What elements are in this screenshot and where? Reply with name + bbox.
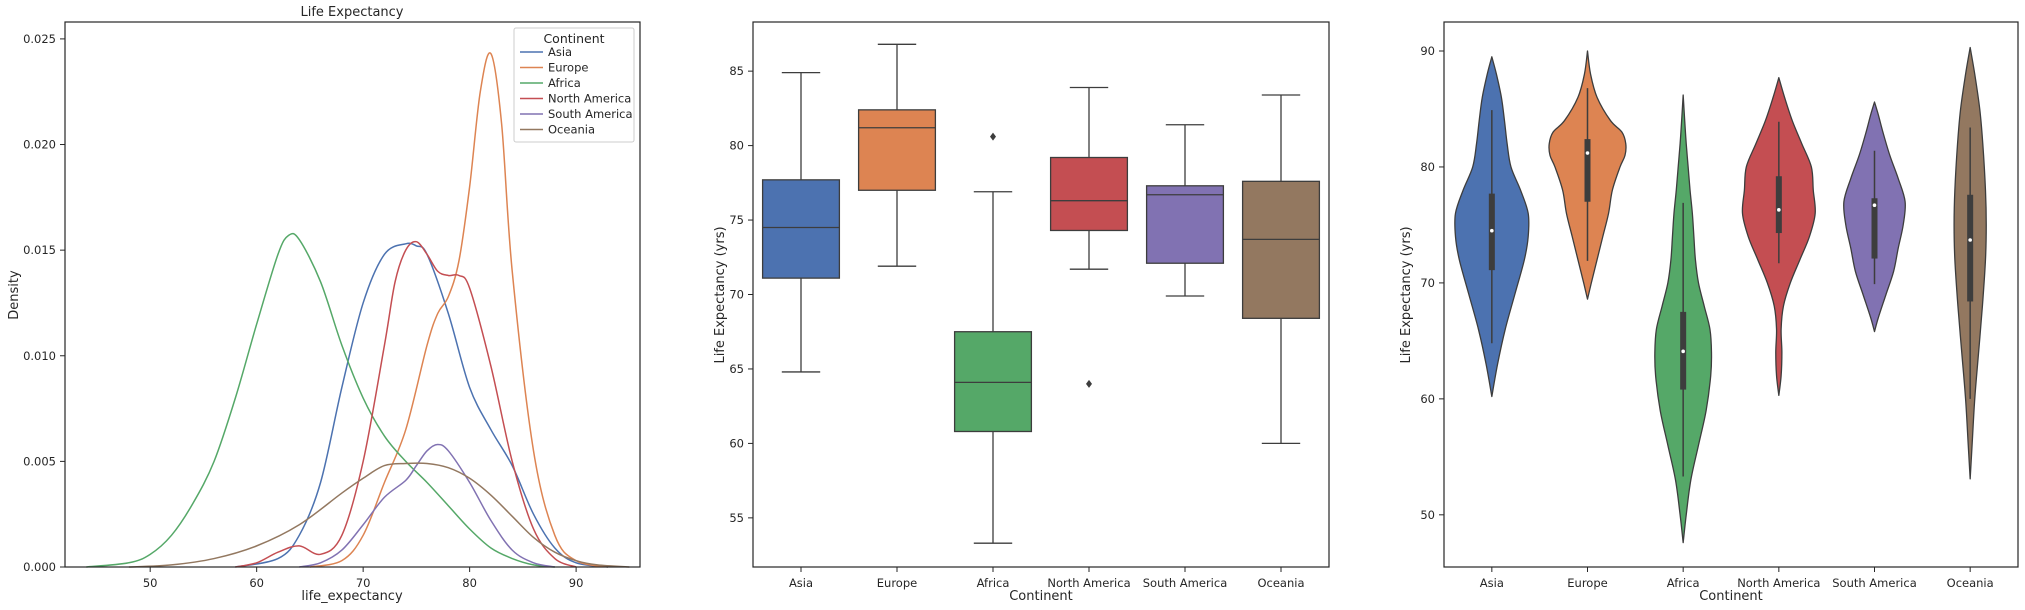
legend-label: Asia [548, 45, 572, 59]
violin-median-oceania [1968, 238, 1972, 242]
kde-line-africa [86, 232, 555, 568]
violin-iqr-north-america [1775, 176, 1782, 234]
box-outlier-africa [990, 132, 996, 141]
kde-line-oceania [128, 462, 630, 568]
kde-x-tick-label: 90 [569, 576, 584, 590]
kde-y-tick-label: 0.005 [23, 454, 56, 468]
kde-chart-panel: 50 60 70 80 90 0.000 0.005 0.010 0.015 0.020 0.025… [7, 5, 641, 604]
box-north-america [1049, 156, 1129, 232]
violin-y-axis-label: Life Expectancy (yrs) [1399, 226, 1414, 363]
violin-y-tick-label: 60 [1420, 392, 1435, 406]
boxplot-x-tick-label: Europe [877, 576, 917, 590]
kde-chart-title: Life Expectancy [300, 5, 403, 20]
violin-chart-panel: Asia Europe Africa North America South Ameri… [1399, 21, 2019, 604]
boxplot-x-tick-label: North America [1047, 576, 1130, 590]
violin-x-tick-label: Asia [1480, 576, 1504, 590]
violin-y-tick-label: 50 [1420, 508, 1435, 522]
kde-line-asia [235, 242, 609, 568]
kde-x-axis-label: life_expectancy [301, 589, 403, 604]
box-oceania [1241, 180, 1321, 319]
violin-iqr-europe [1584, 139, 1591, 202]
boxplot-plot-area [753, 22, 1329, 567]
kde-x-tick-label: 50 [143, 576, 158, 590]
box-africa [953, 331, 1033, 433]
boxplot-y-tick-label: 80 [729, 139, 744, 153]
boxplot-y-tick-label: 85 [729, 64, 744, 78]
boxplot-y-axis-label: Life Expectancy (yrs) [713, 226, 728, 363]
violin-x-axis-label: Continent [1699, 589, 1763, 604]
kde-line-south-america [299, 443, 555, 568]
boxplot-y-tick-label: 75 [729, 213, 744, 227]
violin-x-tick-label: South America [1832, 576, 1917, 590]
boxplot-x-tick-label: Asia [789, 576, 813, 590]
legend-label: Africa [548, 76, 581, 90]
violin-x-tick-label: Oceania [1947, 576, 1994, 590]
legend-label: Europe [548, 61, 588, 75]
kde-plot-frame [64, 21, 641, 568]
kde-y-tick-label: 0.010 [23, 349, 56, 363]
violin-median-south-america [1872, 203, 1877, 208]
violin-median-africa [1681, 349, 1685, 354]
kde-y-tick-label: 0.000 [23, 560, 56, 574]
violin-plot-area [1444, 22, 2018, 567]
boxplot-x-tick-label: Africa [977, 576, 1010, 590]
boxplot-y-tick-label: 55 [729, 511, 744, 525]
legend-label: South America [548, 107, 633, 121]
violin-y-tick-label: 90 [1420, 44, 1435, 58]
legend-title: Continent [543, 31, 604, 46]
legend-frame [513, 27, 635, 143]
violin-median-europe [1585, 151, 1590, 155]
kde-y-tick-label: 0.020 [23, 138, 56, 152]
box-asia [761, 179, 841, 279]
legend-label: Oceania [548, 123, 595, 137]
kde-line-europe [309, 52, 609, 568]
legend-label: North America [548, 92, 631, 106]
violin-y-tick-label: 70 [1420, 276, 1435, 290]
box-south-america [1145, 185, 1225, 264]
boxplot-x-axis-label: Continent [1009, 589, 1073, 604]
kde-x-tick-label: 60 [249, 576, 264, 590]
violin-median-north-america [1777, 208, 1781, 212]
kde-x-tick-label: 70 [356, 576, 371, 590]
box-europe [857, 109, 937, 191]
boxplot-plot-frame [752, 21, 1330, 568]
violin-plot-frame [1443, 21, 2019, 568]
boxplot-y-tick-label: 60 [729, 436, 744, 450]
boxplot-y-tick-label: 70 [729, 288, 744, 302]
violin-y-tick-label: 80 [1420, 160, 1435, 174]
boxplot-chart-panel: Asia Europe Africa North America South Ameri… [713, 21, 1330, 604]
kde-line-north-america [235, 240, 577, 568]
violin-iqr-oceania [1967, 194, 1974, 302]
kde-y-axis-label: Density [7, 270, 22, 320]
boxplot-y-tick-label: 65 [729, 362, 744, 376]
violin-iqr-south-america [1871, 198, 1878, 259]
violin-x-tick-label: Europe [1567, 576, 1607, 590]
violin-x-tick-label: North America [1737, 576, 1820, 590]
kde-y-tick-label: 0.015 [23, 243, 56, 257]
kde-x-tick-label: 80 [462, 576, 477, 590]
violin-median-asia [1490, 228, 1494, 233]
violin-x-tick-label: Africa [1667, 576, 1700, 590]
boxplot-x-tick-label: Oceania [1257, 576, 1304, 590]
kde-y-tick-label: 0.025 [23, 32, 56, 46]
boxplot-x-tick-label: South America [1143, 576, 1228, 590]
box-outlier-north-america [1086, 379, 1092, 388]
